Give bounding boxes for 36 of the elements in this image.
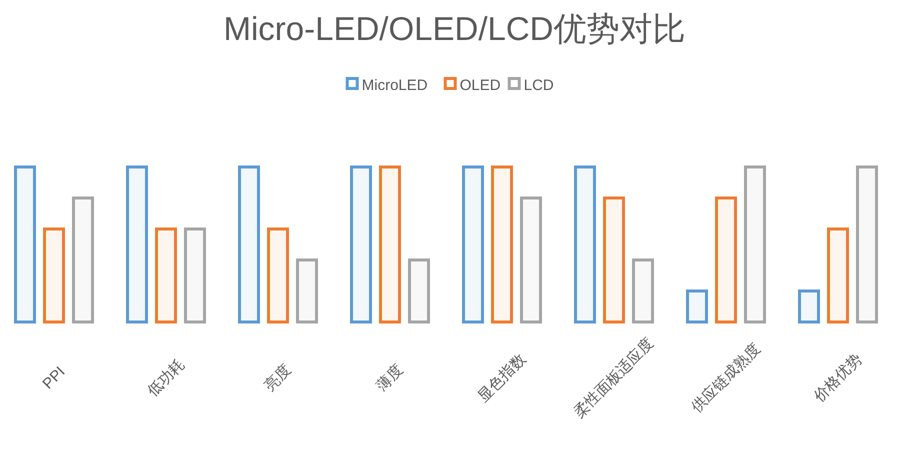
legend-label: OLED: [460, 77, 501, 94]
bar: [462, 166, 484, 324]
bar: [574, 166, 596, 324]
bar: [744, 166, 766, 324]
x-tick-label: 薄度: [373, 361, 407, 395]
bar: [43, 228, 65, 324]
x-tick-label: 低功耗: [144, 356, 188, 400]
x-tick-label: 价格优势: [810, 350, 866, 406]
bar: [14, 166, 36, 324]
bar: [267, 228, 289, 324]
bar: [155, 228, 177, 324]
bar: [715, 196, 737, 324]
bar: [632, 258, 654, 324]
x-tick-label: 柔性面板适应度: [570, 334, 658, 422]
bar: [603, 196, 625, 324]
x-tick-label: PPI: [39, 363, 69, 393]
chart-title: Micro-LED/OLED/LCD优势对比: [223, 10, 686, 47]
bar: [296, 258, 318, 324]
legend-label: MicroLED: [362, 77, 428, 94]
bar: [520, 196, 542, 324]
bar: [184, 228, 206, 324]
bar: [491, 166, 513, 324]
bar: [827, 228, 849, 324]
x-tick-label: 显色指数: [474, 350, 530, 406]
bar: [238, 166, 260, 324]
bar: [379, 166, 401, 324]
bar: [350, 166, 372, 324]
x-tick-label: 亮度: [261, 361, 295, 395]
bar: [72, 196, 94, 324]
bar: [798, 290, 820, 324]
bar: [126, 166, 148, 324]
bar: [856, 166, 878, 324]
bar: [686, 290, 708, 324]
x-tick-label: 供应链成熟度: [688, 340, 764, 416]
bar: [408, 258, 430, 324]
legend-label: LCD: [524, 77, 554, 94]
